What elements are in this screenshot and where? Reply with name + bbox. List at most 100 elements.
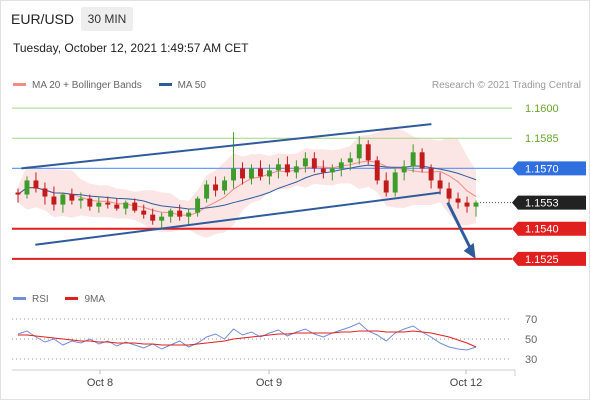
channel-upper-line bbox=[21, 123, 432, 170]
support-tag bbox=[512, 251, 586, 266]
rsi-swatch bbox=[13, 296, 26, 300]
rsi-ma-line bbox=[18, 330, 477, 348]
legend-rsi: RSI bbox=[13, 294, 51, 305]
candle-body bbox=[24, 180, 30, 195]
candle bbox=[78, 192, 84, 209]
candle-body bbox=[123, 202, 129, 209]
candle-body bbox=[141, 210, 147, 215]
candle-body bbox=[464, 202, 470, 207]
candle bbox=[213, 176, 219, 197]
pivot-label: 1.1570 bbox=[525, 163, 559, 175]
legend-ma20: MA 20 + Bollinger Bands bbox=[13, 80, 145, 91]
ma50-label: MA 50 bbox=[177, 80, 206, 91]
candle-body bbox=[320, 168, 326, 173]
rsi-tick-label: 30 bbox=[525, 354, 537, 366]
candle-body bbox=[177, 210, 183, 217]
candle bbox=[96, 196, 102, 213]
last-price-tag bbox=[512, 195, 586, 210]
level-1.1540: 1.1540 bbox=[12, 221, 586, 236]
x-tick-label: Oct 9 bbox=[256, 377, 282, 389]
credit-label: Research © 2021 Trading Central bbox=[431, 80, 581, 91]
candle-body bbox=[222, 180, 228, 191]
candle-body bbox=[374, 160, 380, 181]
candle bbox=[177, 204, 183, 221]
candle-body bbox=[186, 212, 192, 217]
channel-lower-line bbox=[35, 191, 441, 246]
candle-body bbox=[356, 144, 362, 159]
candle bbox=[365, 140, 371, 165]
rsi-tick-label: 70 bbox=[525, 314, 537, 326]
chart-header: EUR/USD 30 MIN bbox=[0, 0, 590, 36]
candle-body bbox=[446, 188, 452, 199]
candle bbox=[105, 196, 111, 209]
candle bbox=[168, 208, 174, 223]
rsi-tick-label: 50 bbox=[525, 334, 537, 346]
candle-body bbox=[159, 216, 165, 221]
candle-body bbox=[15, 192, 21, 195]
symbol-label: EUR/USD bbox=[11, 11, 75, 27]
candle-body bbox=[275, 164, 281, 171]
candle-body bbox=[195, 198, 201, 213]
candle bbox=[159, 212, 165, 229]
candle-body bbox=[392, 172, 398, 193]
candle bbox=[329, 164, 335, 181]
candle bbox=[446, 182, 452, 203]
candle bbox=[195, 196, 201, 217]
timeframe-button[interactable]: 30 MIN bbox=[81, 7, 133, 31]
pivot-tag bbox=[512, 161, 586, 176]
candle-body bbox=[249, 168, 254, 179]
candle bbox=[240, 162, 245, 185]
candle bbox=[284, 156, 290, 177]
candle-body bbox=[293, 166, 299, 173]
candle-body bbox=[284, 164, 290, 173]
candle bbox=[293, 160, 299, 179]
price-legend: MA 20 + Bollinger Bands MA 50 bbox=[13, 80, 220, 91]
candle bbox=[266, 164, 272, 185]
level-1.1600: 1.1600 bbox=[12, 103, 559, 115]
candle-body bbox=[347, 158, 353, 163]
candle bbox=[320, 160, 326, 179]
candle-body bbox=[69, 194, 75, 201]
candle bbox=[410, 144, 416, 173]
level-1.1525: 1.1525 bbox=[12, 251, 586, 266]
candle bbox=[33, 172, 39, 193]
candle bbox=[132, 198, 138, 213]
candle bbox=[87, 194, 93, 211]
candle bbox=[24, 176, 30, 199]
support-label: 1.1540 bbox=[525, 224, 559, 236]
candle bbox=[473, 200, 479, 217]
candle-body bbox=[266, 170, 272, 177]
candle bbox=[374, 156, 380, 185]
candle bbox=[15, 188, 21, 203]
candle bbox=[123, 200, 129, 215]
candle-body bbox=[33, 180, 39, 189]
candle-body bbox=[105, 202, 111, 205]
rsi-ma-label: 9MA bbox=[84, 294, 106, 305]
candle-body bbox=[428, 168, 434, 181]
candle bbox=[186, 208, 192, 225]
candle-body bbox=[311, 158, 317, 169]
candle-body bbox=[42, 188, 48, 197]
candle-body bbox=[401, 166, 407, 173]
candle-body bbox=[410, 152, 416, 167]
candle bbox=[428, 164, 434, 189]
candle bbox=[114, 198, 120, 211]
candle bbox=[311, 152, 317, 173]
candle-body bbox=[302, 158, 308, 167]
candle-body bbox=[132, 202, 138, 211]
candle bbox=[338, 158, 344, 177]
legend-ma50: MA 50 bbox=[158, 80, 206, 91]
candle-body bbox=[437, 180, 443, 189]
level-1.1553: 1.1553 bbox=[480, 195, 586, 210]
last-price-label: 1.1553 bbox=[525, 198, 559, 210]
candle bbox=[356, 136, 362, 165]
candle bbox=[419, 148, 425, 173]
candle-body bbox=[51, 196, 57, 205]
support-tag bbox=[512, 221, 586, 236]
candle bbox=[69, 188, 75, 205]
level-1.1585: 1.1585 bbox=[12, 133, 559, 145]
ma50-line bbox=[17, 164, 477, 210]
candle-body bbox=[78, 198, 84, 201]
candle-body bbox=[87, 198, 93, 207]
